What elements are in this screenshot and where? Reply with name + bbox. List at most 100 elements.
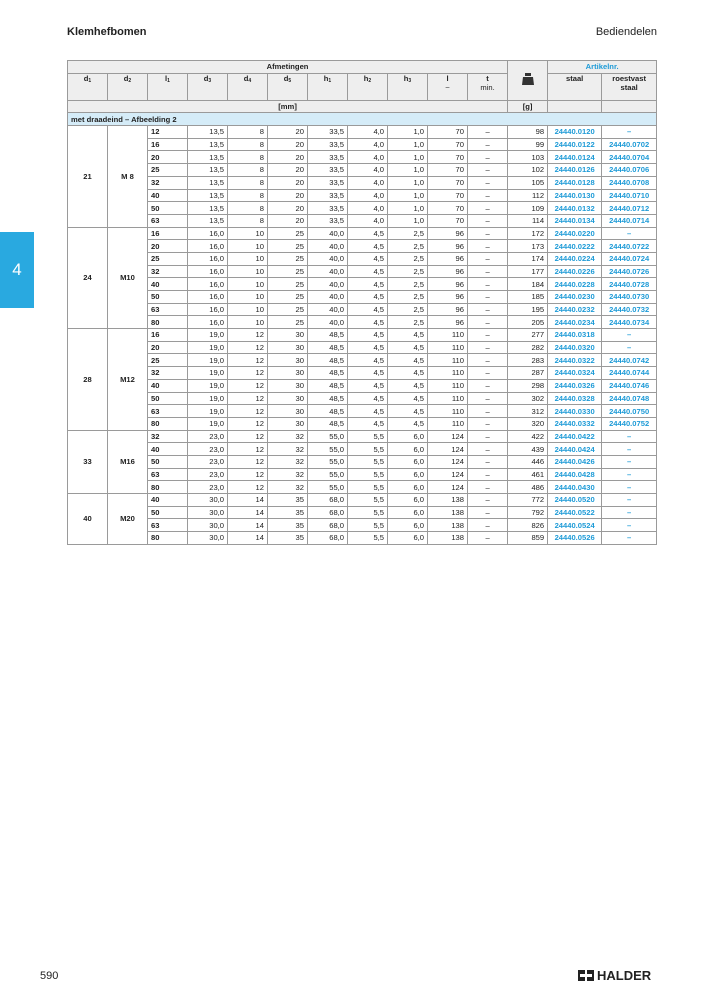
cell-text: 4,5 [373, 330, 384, 340]
article-number: – [601, 442, 658, 456]
article-number: 24440.0320 [547, 340, 603, 355]
value-cell: – [466, 201, 509, 215]
article-number: – [601, 454, 658, 469]
column-symbol: d [243, 73, 249, 83]
value-cell: 48,5 [307, 378, 348, 393]
cell-text: 422 [531, 431, 545, 441]
cell-text: 195 [531, 305, 545, 315]
value-cell: 2,5 [387, 226, 428, 241]
value-cell: 205 [507, 315, 549, 330]
cell-text: 24440.0326 [554, 381, 595, 391]
article-number: 24440.0324 [547, 366, 603, 380]
value-cell: 10 [227, 302, 268, 317]
cell-text: 32 [295, 482, 304, 492]
value-cell: 25 [267, 226, 308, 241]
article-number: 24440.0704 [601, 150, 658, 165]
cell-text: 70 [455, 178, 464, 188]
cell-text: 19,0 [209, 419, 224, 429]
cell-text: 24440.0220 [554, 228, 595, 238]
brand-name: HALDER [597, 968, 652, 983]
value-cell: 23,0 [187, 442, 228, 456]
value-cell: 12 [227, 454, 268, 469]
article-number: 24440.0706 [601, 163, 658, 177]
value-cell: 32 [147, 175, 188, 190]
cell-text: 24440.0126 [554, 165, 595, 175]
article-number: 24440.0124 [547, 150, 603, 165]
value-cell: 20 [267, 125, 308, 139]
data-row: 25 19,0 12 30 48,5 4,5 4,5 110 – 283 24440.0322 244… [68, 353, 658, 368]
cell-text: 110 [451, 330, 464, 340]
value-cell: 4,5 [347, 290, 388, 304]
cell-text: 4,5 [373, 241, 384, 251]
value-cell: 4,0 [347, 125, 388, 139]
value-cell: 70 [427, 213, 468, 228]
value-cell: 16,0 [187, 277, 228, 291]
cell-text: 4,5 [413, 406, 424, 416]
cell-text: 1,0 [413, 165, 424, 175]
column-symbol: d [123, 73, 129, 83]
cell-text: 48,5 [329, 343, 344, 353]
cell-text: 1,0 [413, 203, 424, 213]
value-cell: 96 [427, 290, 468, 304]
cell-text: 110 [451, 368, 464, 378]
value-cell: 102 [507, 163, 549, 177]
value-cell: 461 [507, 467, 549, 482]
cell-text: 80 [151, 419, 160, 429]
value-cell: 12 [227, 416, 268, 431]
value-cell: 14 [227, 531, 268, 545]
cell-text: – [485, 178, 490, 188]
value-cell: 4,5 [387, 416, 428, 431]
d1-cell: 40 [67, 493, 108, 545]
cell-text: 4,0 [373, 216, 384, 226]
value-cell: – [466, 442, 509, 456]
cell-text: 80 [151, 533, 160, 543]
value-cell: 48,5 [307, 391, 348, 406]
cell-text: 24440.0746 [609, 381, 650, 391]
data-row: 21 M 8 12 13,5 8 20 33,5 4,0 1,0 70 – 98 24440.0120 – [67, 125, 658, 228]
value-cell: – [466, 328, 509, 342]
cell-text: 24440.0132 [554, 203, 595, 213]
value-cell: 10 [227, 226, 268, 241]
column-subscript: 2 [128, 77, 132, 84]
cell-text: 32 [295, 431, 304, 441]
cell-text: 16 [151, 330, 160, 340]
cell-text: 40,0 [329, 317, 344, 327]
cell-text: 24440.0128 [554, 178, 595, 188]
cell-text: 5,5 [373, 495, 384, 505]
cell-text: 24440.0324 [554, 368, 595, 378]
cell-text: 16 [151, 140, 160, 150]
cell-text: 102 [531, 165, 545, 175]
value-cell: 30 [267, 416, 308, 431]
value-cell: 20 [267, 201, 308, 215]
weight-icon [521, 73, 534, 86]
value-cell: 10 [227, 277, 268, 291]
cell-text: 24440.0714 [609, 216, 650, 226]
value-cell: 4,5 [347, 302, 388, 317]
value-cell: 96 [427, 239, 468, 253]
value-cell: 70 [427, 201, 468, 215]
value-cell: 55,0 [307, 442, 348, 456]
cell-text: 4,5 [373, 406, 384, 416]
cell-text: 20 [151, 152, 160, 162]
cell-text: 30 [295, 381, 304, 391]
data-row: 32 13,5 8 20 33,5 4,0 1,0 70 – 105 24440.0128 24440… [68, 175, 658, 190]
value-cell: 19,0 [187, 366, 228, 380]
cell-text: – [627, 495, 632, 505]
value-cell: 30,0 [187, 505, 228, 520]
data-row: 80 16,0 10 25 40,0 4,5 2,5 96 – 205 24440.0234 2444… [68, 315, 658, 330]
value-cell: 2,5 [387, 290, 428, 304]
cell-text: 40 [151, 279, 160, 289]
cell-text: 25 [295, 241, 304, 251]
d1-value: 33 [83, 457, 92, 467]
value-cell: 4,5 [347, 251, 388, 266]
cell-text: 4,5 [373, 343, 384, 353]
cell-text: 320 [531, 419, 545, 429]
cell-text: 24440.0748 [609, 393, 650, 403]
value-cell: 5,5 [347, 467, 388, 482]
cell-text: 24440.0228 [554, 279, 595, 289]
cell-text: 24440.0332 [554, 419, 595, 429]
cell-text: 24440.0424 [554, 444, 595, 454]
value-cell: 96 [427, 315, 468, 330]
article-number: 24440.0522 [547, 505, 603, 520]
d2-value: M12 [120, 374, 135, 384]
